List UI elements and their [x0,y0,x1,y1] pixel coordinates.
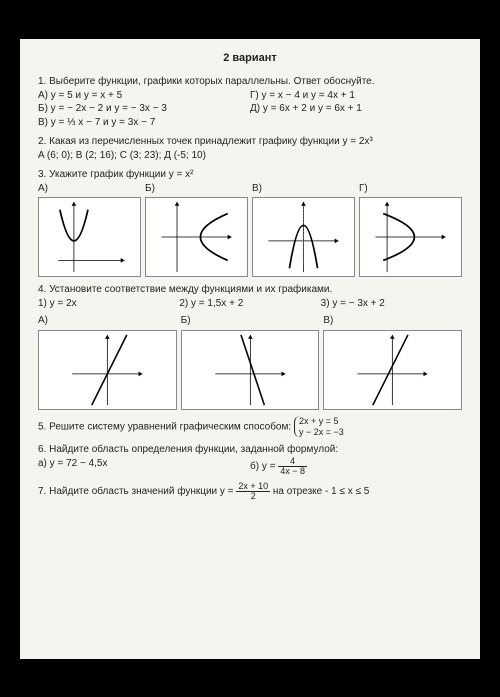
q7-pre: 7. Найдите область значений функции y = [38,486,236,497]
q4-graphs [38,330,462,410]
q6-text: 6. Найдите область определения функции, … [38,443,462,457]
q1-opt-v: В) y = ⅓ x − 7 и y = 3x − 7 [38,116,250,130]
question-7: 7. Найдите область значений функции y = … [38,482,462,501]
q4-f1: 1) y = 2x [38,297,179,311]
q6-b: б) y = 4 4x − 8 [250,457,462,476]
q3-graph-a [38,197,141,277]
q1-opt-d: Д) y = 6x + 2 и y = 6x + 1 [250,102,462,116]
q3-graph-g [359,197,462,277]
q4-text: 4. Установите соответствие между функция… [38,283,462,297]
q6-a: а) y = 72 − 4,5x [38,457,250,476]
q1-opt-a: А) y = 5 и y = x + 5 [38,89,250,103]
q6-b-fraction: 4 4x − 8 [278,457,307,476]
question-4: 4. Установите соответствие между функция… [38,283,462,410]
q3-label-a: А) [38,182,141,196]
q5-system: 2x + y = 5 y − 2x = −3 [294,416,344,438]
q3-graphs [38,197,462,277]
q4-label-b: Б) [181,314,320,328]
q2-text: 2. Какая из перечисленных точек принадле… [38,135,462,149]
q4-graph-b [181,330,320,410]
question-2: 2. Какая из перечисленных точек принадле… [38,135,462,162]
q4-f3: 3) y = − 3x + 2 [321,297,462,311]
q3-label-b: Б) [145,182,248,196]
q2-points: A (6; 0); В (2; 16); С (3; 23); Д (-5; 1… [38,149,462,163]
q3-text: 3. Укажите график функции y = x² [38,168,462,182]
worksheet-page: 2 вариант 1. Выберите функции, графики к… [20,39,480,659]
q3-label-g: Г) [359,182,462,196]
q3-graph-b [145,197,248,277]
q7-fraction: 2x + 10 2 [236,482,270,501]
q7-post: на отрезке - 1 ≤ x ≤ 5 [273,486,369,497]
q3-label-v: В) [252,182,355,196]
q1-opt-b: Б) y = − 2x − 2 и y = − 3x − 3 [38,102,250,116]
q4-label-a: А) [38,314,177,328]
question-3: 3. Укажите график функции y = x² А) Б) В… [38,168,462,277]
q1-opt-g: Г) y = x − 4 и y = 4x + 1 [250,89,462,103]
q4-graph-a [38,330,177,410]
q5-eq1: 2x + y = 5 [299,416,339,426]
q5-text: 5. Решите систему уравнений графическим … [38,421,291,432]
question-6: 6. Найдите область определения функции, … [38,443,462,476]
q4-label-v: В) [323,314,462,328]
page-title: 2 вариант [38,51,462,66]
question-1: 1. Выберите функции, графики которых пар… [38,75,462,129]
q4-f2: 2) y = 1,5x + 2 [179,297,320,311]
q3-graph-v [252,197,355,277]
question-5: 5. Решите систему уравнений графическим … [38,416,462,438]
q1-text: 1. Выберите функции, графики которых пар… [38,75,462,89]
q4-graph-v [323,330,462,410]
q5-eq2: y − 2x = −3 [299,427,344,437]
